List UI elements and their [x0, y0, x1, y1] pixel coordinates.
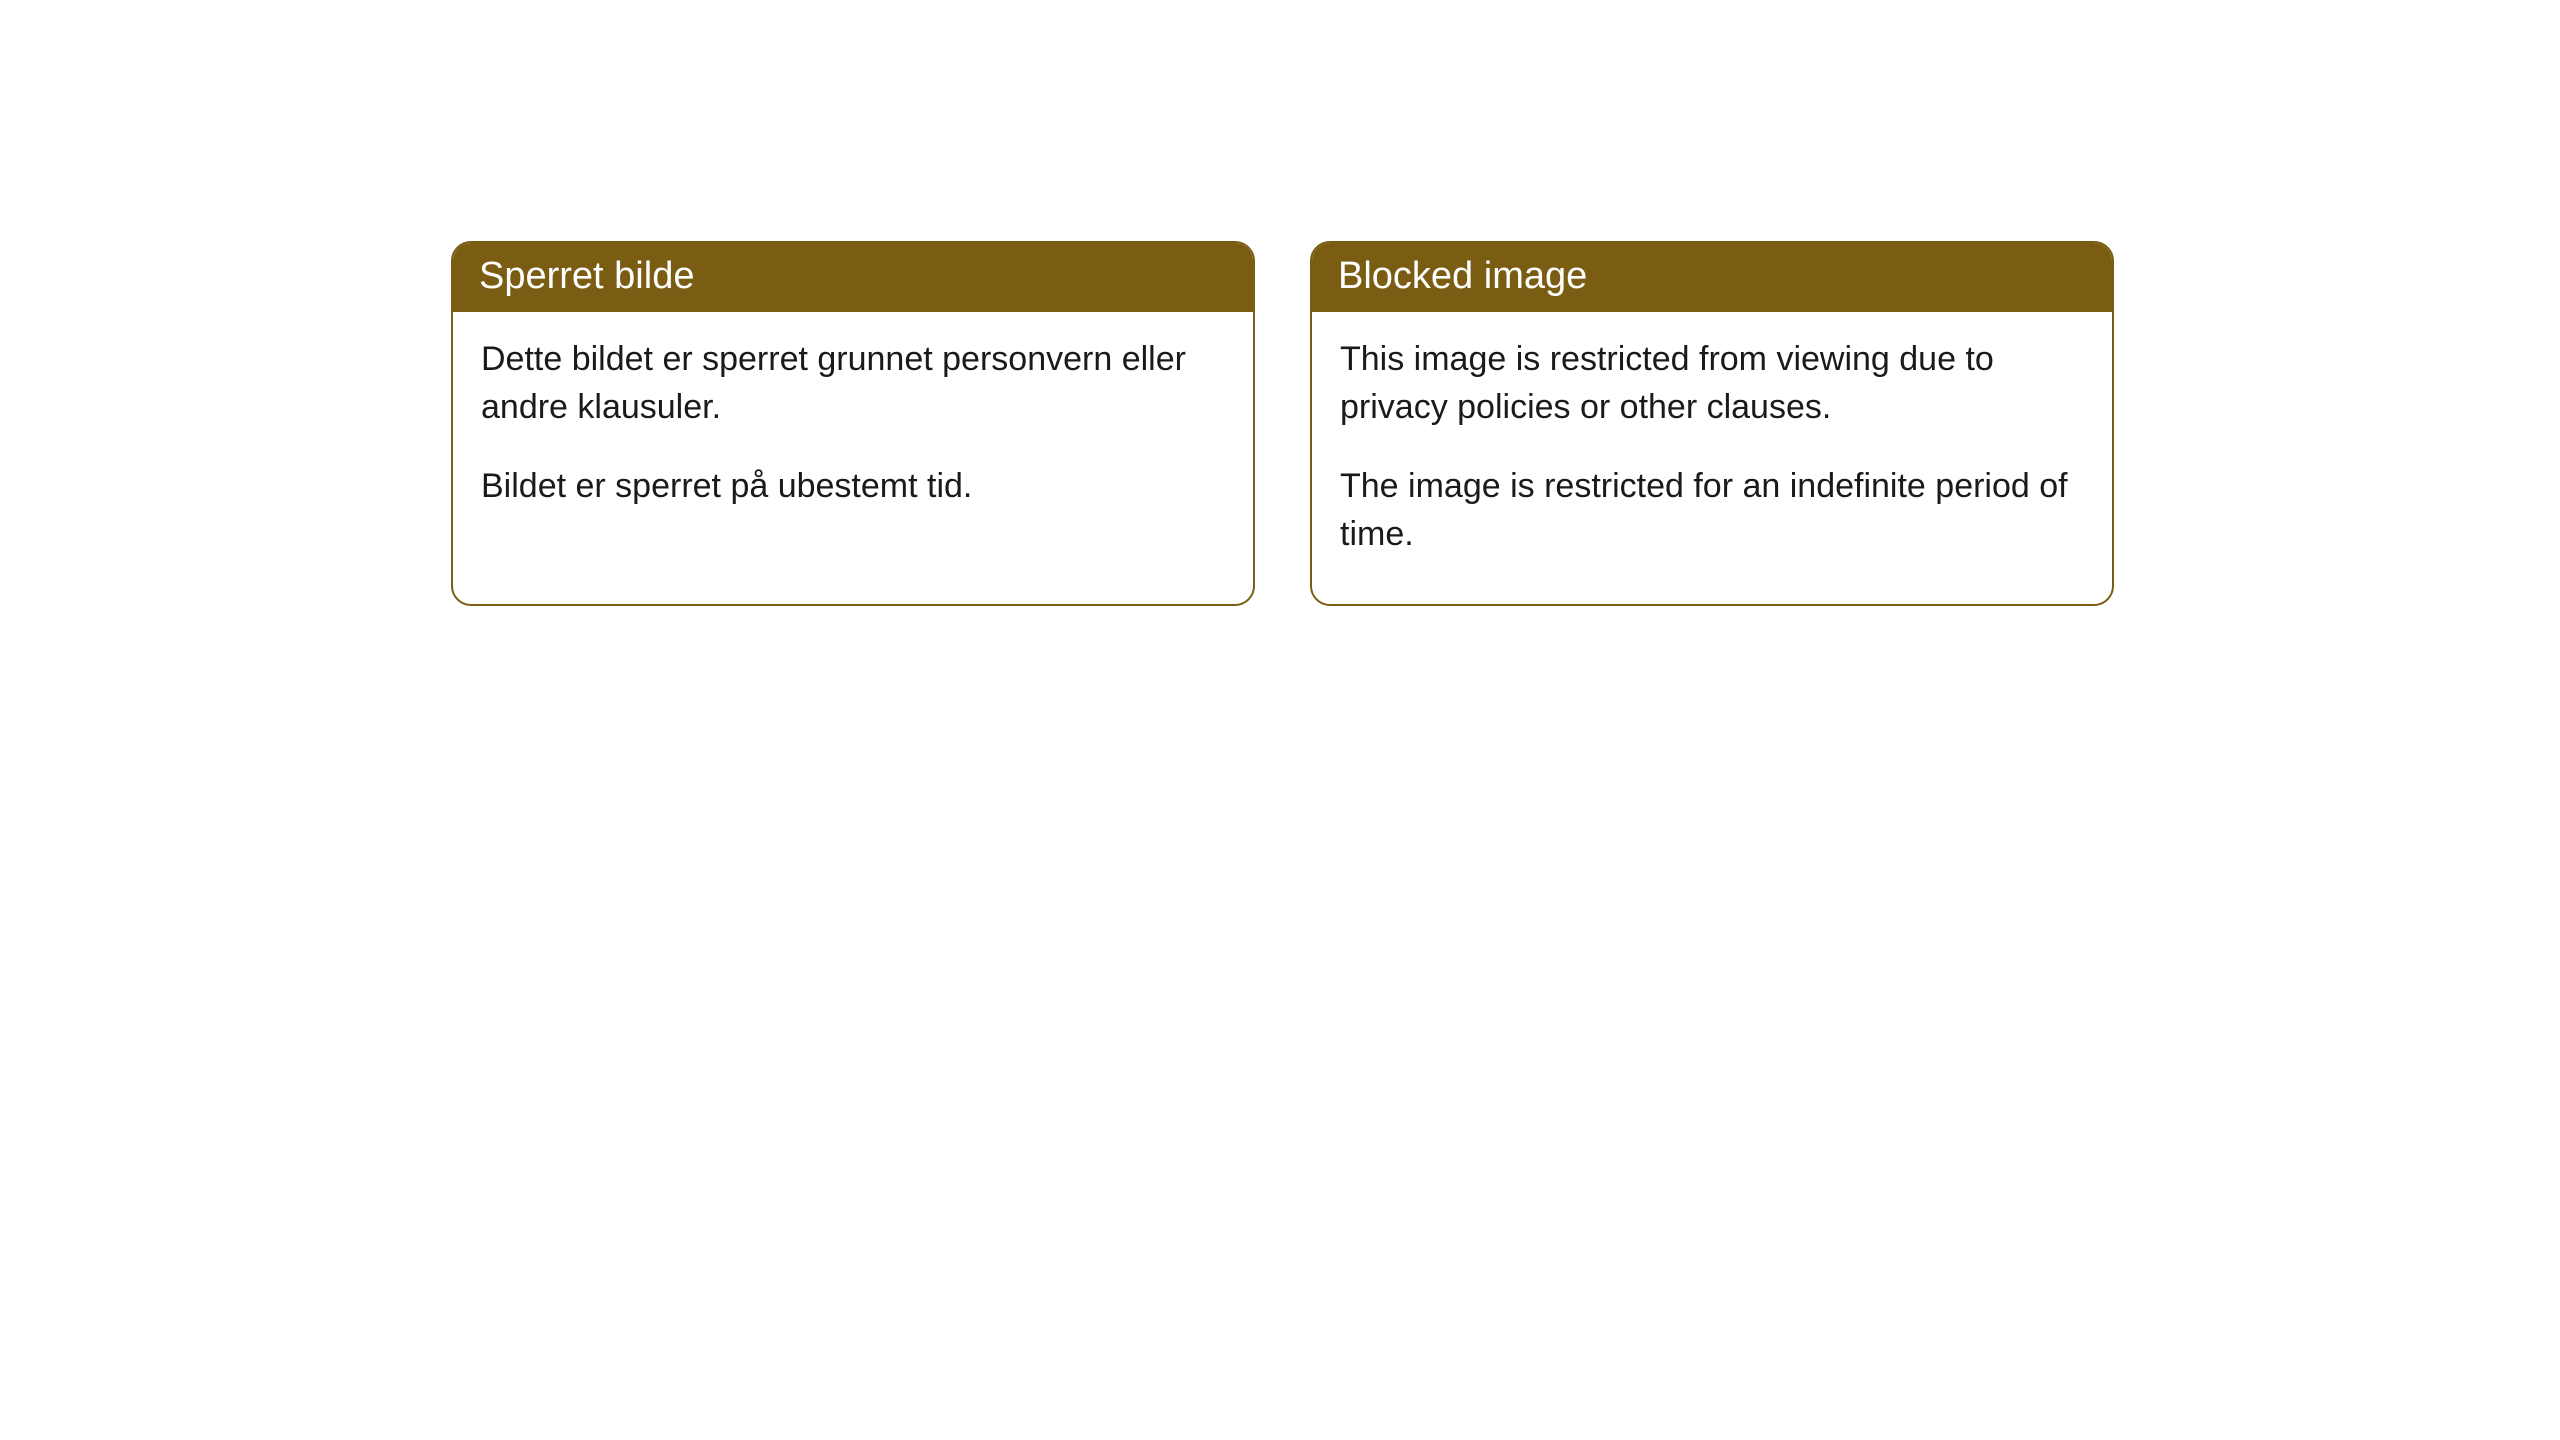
card-paragraph-1-no: Dette bildet er sperret grunnet personve…	[481, 336, 1225, 431]
blocked-image-card-en: Blocked image This image is restricted f…	[1310, 241, 2114, 606]
card-body-no: Dette bildet er sperret grunnet personve…	[453, 312, 1253, 557]
notice-cards-container: Sperret bilde Dette bildet er sperret gr…	[451, 241, 2114, 606]
card-header-en: Blocked image	[1312, 243, 2112, 312]
card-header-no: Sperret bilde	[453, 243, 1253, 312]
card-paragraph-2-no: Bildet er sperret på ubestemt tid.	[481, 463, 1225, 511]
card-paragraph-1-en: This image is restricted from viewing du…	[1340, 336, 2084, 431]
blocked-image-card-no: Sperret bilde Dette bildet er sperret gr…	[451, 241, 1255, 606]
card-body-en: This image is restricted from viewing du…	[1312, 312, 2112, 604]
card-paragraph-2-en: The image is restricted for an indefinit…	[1340, 463, 2084, 558]
